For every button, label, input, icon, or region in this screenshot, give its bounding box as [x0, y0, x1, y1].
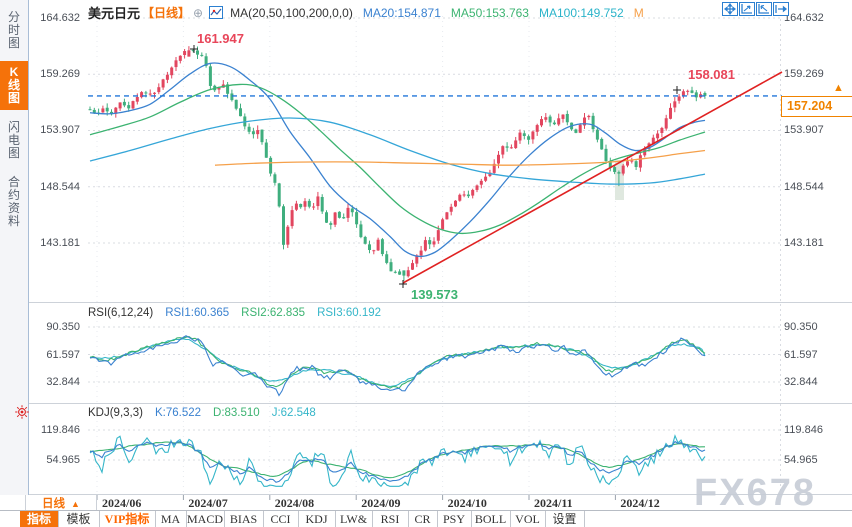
move-chart-icon[interactable] [722, 2, 738, 16]
add-indicator-icon[interactable]: ⊕ [193, 5, 204, 20]
axis-tick-label: 119.846 [784, 424, 823, 436]
ma-value: M [633, 5, 644, 20]
toolbar-item-PSY[interactable]: PSY [437, 511, 472, 527]
toolbar-item-BOLL[interactable]: BOLL [471, 511, 511, 527]
toolbar-item-CCI[interactable]: CCI [263, 511, 299, 527]
indicator-value: D:83.510 [213, 407, 260, 419]
sidebar-item-3[interactable]: 闪电图 [7, 120, 20, 160]
toolbar-item-RSI[interactable]: RSI [372, 511, 409, 527]
kdj-legend: K:76.522 D:83.510 J:62.548 [143, 407, 316, 419]
price-up-arrow-icon: ▲ [833, 82, 844, 94]
date-label: 2024/12 [620, 496, 660, 510]
symbol-title: 美元日元 [88, 6, 141, 21]
axis-tick-label: 148.544 [40, 180, 80, 193]
toolbar-item-BIAS[interactable]: BIAS [224, 511, 264, 527]
axis-tick-label: 32.844 [784, 376, 818, 388]
price-annotation: 139.573 [411, 287, 458, 302]
y-axis-zoom-icon[interactable] [756, 2, 772, 16]
toolbar-item-设置[interactable]: 设置 [545, 511, 585, 527]
axis-tick-label: 90.350 [784, 321, 818, 333]
rsi-title[interactable]: RSI(6,12,24) [88, 307, 154, 319]
date-label: 2024/08 [274, 496, 315, 510]
toolbar-item-MA[interactable]: MA [155, 511, 187, 527]
ma-value: MA50:153.763 [450, 5, 529, 20]
indicator-value: K:76.522 [154, 407, 202, 419]
period-label: 日线 [42, 498, 66, 510]
indicator-toolbar: 指标 模板 VIP指标 MA MACD BIAS CCI KDJ LW& RSI CR PSY BOLL… [0, 510, 852, 527]
kdj-header: KDJ(9,3,3) K:76.522 D:83.510 J:62.548 [88, 407, 316, 419]
toolbar-item-KDJ[interactable]: KDJ [298, 511, 336, 527]
toolbar-item-CR[interactable]: CR [408, 511, 438, 527]
indicator-alert-icon[interactable] [14, 404, 30, 420]
date-label: 2024/07 [188, 496, 228, 510]
date-label: 2024/09 [361, 496, 401, 510]
ma-values: MA20:154.871 MA50:153.763 MA100:149.752 M [353, 6, 644, 20]
axis-tick-label: 32.844 [46, 376, 80, 388]
toolbar-item-MACD[interactable]: MACD [186, 511, 225, 527]
axis-tick-label: 61.597 [784, 348, 818, 361]
x-axis-zoom-icon[interactable] [739, 2, 755, 16]
axis-tick-label: 148.544 [784, 180, 824, 193]
rsi-header: RSI(6,12,24) RSI1:60.365 RSI2:62.835 RSI3:6… [88, 307, 381, 319]
axis-tick-label: 61.597 [46, 348, 80, 361]
indicator-value: RSI1:60.365 [165, 307, 230, 319]
rsi-legend: RSI1:60.365 RSI2:62.835 RSI3:60.192 [153, 307, 381, 319]
sidebar-item-4[interactable]: 合约资料 [7, 175, 20, 228]
xaxis-row: 日线 ▲ 2024/06 2024/07 2024/08 2024/09 2024/10 2… [25, 495, 852, 510]
pan-right-icon[interactable] [773, 2, 789, 16]
chart-tool-icons [722, 2, 789, 16]
toolbar-item-模板[interactable]: 模板 [58, 511, 100, 527]
sidebar-item-1[interactable]: 分时图 [7, 10, 20, 50]
period-selector[interactable]: 日线 ▲ [25, 495, 97, 510]
indicator-value: RSI3:60.192 [317, 307, 382, 319]
axis-tick-label: 143.181 [40, 237, 80, 249]
indicator-value: RSI2:62.835 [241, 307, 306, 319]
current-price-box: 157.204 [781, 96, 852, 117]
date-label: 2024/11 [534, 496, 573, 510]
date-label: 2024/10 [447, 496, 487, 510]
axis-tick-label: 119.846 [41, 424, 80, 436]
toolbar-item-LW&[interactable]: LW& [335, 511, 373, 527]
price-annotation: 158.081 [688, 67, 735, 82]
axis-tick-label: 90.350 [46, 321, 80, 333]
chart-header: 美元日元 【日线】 ⊕ MA(20,50,100,200,0,0) MA20:154.8… [88, 3, 644, 22]
ma-legend-icon [209, 6, 224, 19]
axis-tick-label: 164.632 [40, 12, 80, 24]
ma-params-label[interactable]: MA(20,50,100,200,0,0) [230, 5, 353, 20]
toolbar-item-VIP指标[interactable]: VIP指标 [99, 511, 156, 527]
date-label: 2024/06 [102, 496, 142, 510]
axis-tick-label: 153.907 [784, 124, 824, 137]
axis-tick-label: 164.632 [784, 12, 824, 24]
ma-value: MA100:149.752 [538, 5, 624, 20]
axis-tick-label: 54.965 [784, 454, 818, 466]
watermark: FX678 [694, 472, 816, 514]
current-price-value: 157.204 [787, 99, 833, 113]
axis-tick-label: 159.269 [784, 68, 824, 81]
indicator-value: J:62.548 [271, 407, 316, 419]
axis-tick-label: 143.181 [784, 237, 824, 249]
toolbar-item-指标[interactable]: 指标 [20, 511, 59, 527]
axis-tick-label: 159.269 [40, 68, 80, 81]
period-dropdown-arrow: ▲ [71, 499, 80, 509]
price-annotation: 161.947 [197, 31, 244, 46]
axis-tick-label: 54.965 [46, 454, 80, 466]
ma-value: MA20:154.871 [362, 5, 441, 20]
axis-tick-label: 153.907 [40, 124, 80, 137]
period-tag[interactable]: 【日线】 [142, 6, 191, 20]
toolbar-item-VOL[interactable]: VOL [510, 511, 546, 527]
kdj-title[interactable]: KDJ(9,3,3) [88, 407, 143, 419]
